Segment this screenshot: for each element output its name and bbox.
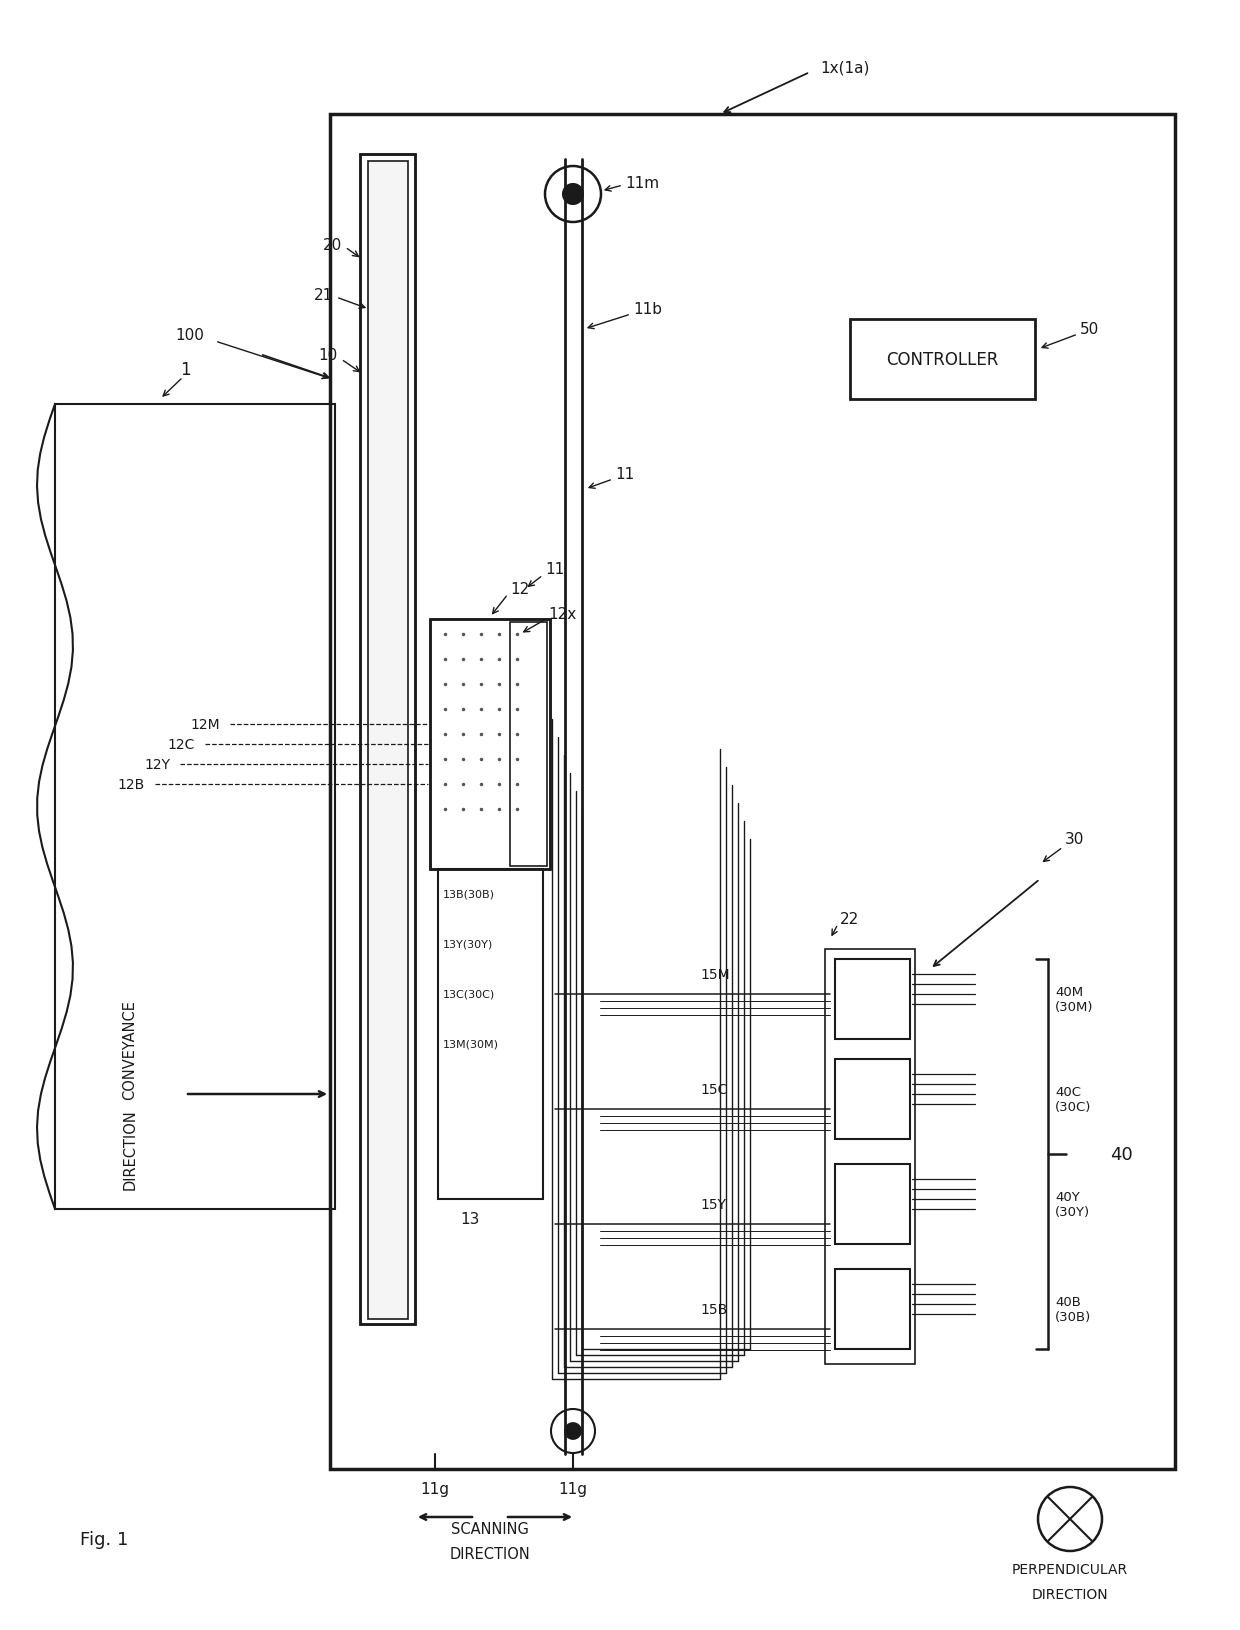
Text: 12Y: 12Y (144, 758, 170, 771)
Text: 11: 11 (546, 562, 564, 577)
Bar (835, 1164, 910, 1244)
Bar (835, 960, 910, 1040)
Text: 13: 13 (460, 1211, 480, 1227)
Text: 15M: 15M (701, 968, 729, 981)
Text: 30: 30 (1065, 831, 1084, 848)
Circle shape (565, 1423, 582, 1439)
Text: 12B: 12B (118, 778, 145, 792)
Bar (825, 949, 915, 1364)
Bar (55, 404, 335, 1209)
Bar (849, 319, 1035, 399)
Text: 22: 22 (839, 911, 859, 927)
Text: 13Y(30Y): 13Y(30Y) (443, 939, 494, 949)
Text: 1x(1a): 1x(1a) (820, 60, 869, 75)
Bar (360, 155, 415, 1324)
Text: 11: 11 (615, 468, 634, 482)
Text: 40Y
(30Y): 40Y (30Y) (1055, 1190, 1090, 1218)
Text: DIRECTION: DIRECTION (123, 1108, 138, 1190)
Text: 40: 40 (1110, 1146, 1133, 1164)
Text: SCANNING: SCANNING (451, 1521, 529, 1537)
Text: 10: 10 (319, 347, 339, 362)
Text: 1: 1 (180, 360, 190, 378)
Text: 13B(30B): 13B(30B) (443, 890, 495, 900)
Text: CONTROLLER: CONTROLLER (885, 350, 998, 368)
Text: 12: 12 (510, 582, 529, 597)
Text: DIRECTION: DIRECTION (1032, 1588, 1109, 1601)
Text: PERPENDICULAR: PERPENDICULAR (1012, 1562, 1128, 1576)
Text: 15C: 15C (701, 1082, 728, 1097)
Text: 21: 21 (314, 287, 334, 302)
Text: 12C: 12C (167, 737, 195, 751)
Bar (510, 623, 547, 867)
Text: 11m: 11m (625, 176, 660, 191)
Bar (430, 619, 551, 869)
Bar (835, 1060, 910, 1139)
Text: DIRECTION: DIRECTION (450, 1547, 531, 1562)
Text: CONVEYANCE: CONVEYANCE (123, 999, 138, 1099)
Text: 12x: 12x (548, 606, 577, 623)
Text: 11g: 11g (558, 1482, 588, 1496)
Circle shape (563, 184, 583, 205)
Text: 100: 100 (175, 328, 203, 342)
Text: 11b: 11b (632, 302, 662, 318)
Text: 12M: 12M (191, 717, 219, 732)
Bar (368, 161, 408, 1319)
Text: 13M(30M): 13M(30M) (443, 1040, 498, 1050)
Bar (430, 619, 551, 869)
Text: 15B: 15B (701, 1302, 727, 1315)
Bar (835, 1270, 910, 1350)
Text: 11g: 11g (420, 1482, 449, 1496)
Text: 20: 20 (322, 238, 342, 253)
Text: 40B
(30B): 40B (30B) (1055, 1296, 1091, 1324)
Bar (330, 116, 1176, 1469)
Text: 13C(30C): 13C(30C) (443, 989, 495, 999)
Bar (360, 155, 415, 1324)
Text: 40C
(30C): 40C (30C) (1055, 1086, 1091, 1113)
Bar (438, 869, 543, 1200)
Text: Fig. 1: Fig. 1 (81, 1531, 129, 1548)
Text: 40M
(30M): 40M (30M) (1055, 986, 1094, 1014)
Text: 50: 50 (1080, 323, 1099, 337)
Text: 15Y: 15Y (701, 1198, 725, 1211)
